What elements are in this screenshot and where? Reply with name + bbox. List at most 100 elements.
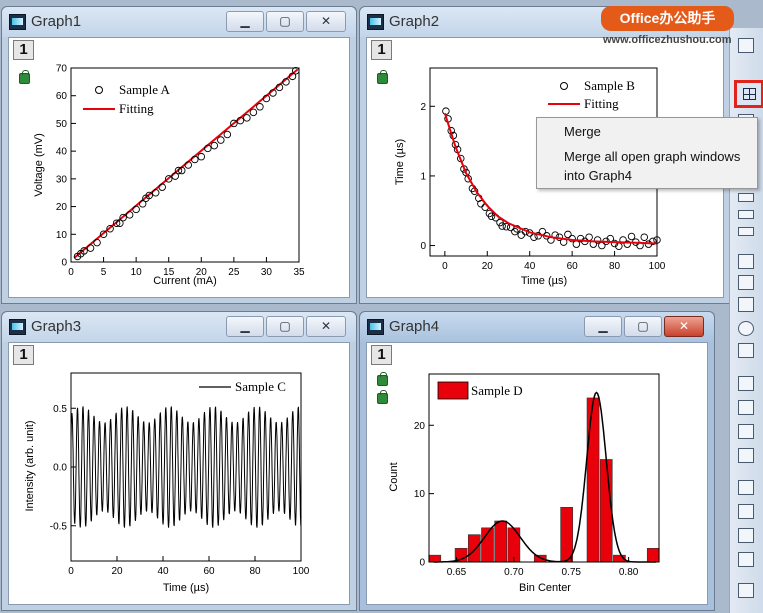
signal-line bbox=[70, 406, 302, 528]
x-tick-label: 25 bbox=[228, 267, 240, 278]
menu-item-description: Merge all open graph windows bbox=[564, 149, 741, 164]
legend: Sample A Fitting bbox=[83, 82, 171, 116]
y-tick-label: 30 bbox=[56, 174, 68, 185]
layer-indicator[interactable]: 1 bbox=[13, 345, 34, 365]
maximize-button[interactable]: ▢ bbox=[266, 11, 304, 32]
titlebar-graph1[interactable]: Graph1 ▁ ▢ ✕ bbox=[2, 7, 356, 37]
toolbar-tool-icon[interactable] bbox=[738, 528, 754, 543]
toolbar-tool-icon[interactable] bbox=[738, 376, 754, 391]
toolbar-tool-icon[interactable] bbox=[738, 480, 754, 495]
data-point bbox=[623, 240, 632, 248]
data-point bbox=[230, 119, 238, 128]
data-point bbox=[593, 236, 602, 244]
window-graph3[interactable]: Graph3 ▁ ▢ ✕ 1 0 20 40 60 80 100 -0.5 0.0 0.5 Ti… bbox=[1, 311, 357, 611]
menu-item-merge[interactable]: Merge bbox=[564, 124, 601, 139]
y-axis-label: Voltage (mV) bbox=[33, 133, 45, 197]
legend-label-sample-c: Sample C bbox=[235, 379, 286, 394]
plot-graph1[interactable]: 0 5 10 15 20 25 30 35 0 10 20 30 40 50 60 70 Current (m… bbox=[9, 38, 351, 300]
lock-icon[interactable] bbox=[377, 372, 388, 386]
close-button[interactable]: ✕ bbox=[664, 316, 704, 337]
toolbar-tool-icon[interactable] bbox=[738, 210, 754, 219]
toolbar-tool-icon[interactable] bbox=[738, 275, 754, 290]
x-tick-label: 0.80 bbox=[619, 567, 639, 578]
data-point bbox=[530, 233, 538, 241]
table-icon[interactable] bbox=[738, 343, 754, 358]
close-icon: ✕ bbox=[320, 319, 332, 333]
graph-toolbar bbox=[729, 28, 763, 613]
data-point bbox=[132, 205, 140, 214]
data-point bbox=[649, 237, 657, 246]
maximize-button[interactable]: ▢ bbox=[266, 316, 304, 337]
maximize-icon: ▢ bbox=[279, 14, 291, 28]
toolbar-tool-icon[interactable] bbox=[738, 38, 754, 53]
toolbar-tool-icon[interactable] bbox=[738, 583, 754, 598]
lock-icon[interactable] bbox=[377, 70, 388, 84]
lock-icon[interactable] bbox=[19, 70, 30, 84]
toolbar-tool-icon[interactable] bbox=[738, 552, 754, 567]
x-axis-label: Current (mA) bbox=[153, 275, 217, 287]
graph-page[interactable]: 1 0 20 40 60 80 100 -0.5 0.0 0.5 Time (µs) Inten… bbox=[8, 342, 350, 605]
plot-graph4[interactable]: 0.65 0.70 0.75 0.80 0 10 20 Bin Center Count S… bbox=[367, 343, 709, 607]
close-button[interactable]: ✕ bbox=[306, 11, 346, 32]
data-point bbox=[275, 83, 284, 92]
legend-label-sample-a: Sample A bbox=[119, 82, 171, 97]
titlebar-graph4[interactable]: Graph4 ▁ ▢ ✕ bbox=[360, 312, 714, 342]
plot-graph2[interactable]: 0 20 40 60 80 100 0 1 2 Time (µs) Time (µs) Samp… bbox=[367, 38, 725, 300]
toolbar-tool-icon[interactable] bbox=[738, 504, 754, 519]
toolbar-tool-icon[interactable] bbox=[738, 400, 754, 415]
histogram-bar bbox=[646, 548, 660, 563]
legend: Sample B Fitting bbox=[548, 78, 635, 111]
x-tick-label: 15 bbox=[163, 267, 175, 278]
toolbar-tool-icon[interactable] bbox=[738, 297, 754, 312]
merge-tooltip: Merge Merge all open graph windows into … bbox=[536, 117, 758, 189]
legend: Sample C bbox=[199, 379, 286, 394]
window-title: Graph2 bbox=[389, 13, 440, 30]
merge-graphs-button[interactable] bbox=[734, 80, 763, 108]
histogram-bar bbox=[586, 397, 600, 563]
y-tick-label: 50 bbox=[56, 119, 68, 130]
graph-page[interactable]: 1 0.65 0.70 0.75 0.80 0 10 20 Bin Center Count… bbox=[366, 342, 708, 605]
toolbar-tool-icon[interactable] bbox=[738, 424, 754, 439]
toolbar-tool-icon[interactable] bbox=[738, 193, 754, 202]
layer-indicator[interactable]: 1 bbox=[371, 345, 392, 365]
toolbar-tool-icon[interactable] bbox=[738, 254, 754, 269]
toolbar-tool-icon[interactable] bbox=[738, 227, 754, 236]
legend-label-sample-d: Sample D bbox=[471, 383, 523, 398]
close-button[interactable]: ✕ bbox=[306, 316, 346, 337]
clock-icon[interactable] bbox=[738, 321, 754, 336]
y-axis-label: Time (µs) bbox=[394, 139, 406, 185]
minimize-button[interactable]: ▁ bbox=[226, 316, 264, 337]
watermark-url: www.officezhushou.com bbox=[603, 34, 732, 46]
maximize-button[interactable]: ▢ bbox=[624, 316, 662, 337]
data-point bbox=[517, 231, 525, 239]
plot-graph3[interactable]: 0 20 40 60 80 100 -0.5 0.0 0.5 Time (µs) Intensi… bbox=[9, 343, 351, 607]
layer-indicator[interactable]: 1 bbox=[13, 40, 34, 60]
minimize-icon: ▁ bbox=[240, 319, 250, 333]
titlebar-graph3[interactable]: Graph3 ▁ ▢ ✕ bbox=[2, 312, 356, 342]
x-tick-label: 80 bbox=[609, 261, 621, 272]
window-graph1[interactable]: Graph1 ▁ ▢ ✕ 1 0 5 10 15 20 25 30 35 0 10 20 30 40 50… bbox=[1, 6, 357, 304]
x-tick-label: 100 bbox=[649, 261, 666, 272]
data-point bbox=[112, 219, 121, 227]
y-tick-label: 0.0 bbox=[53, 463, 67, 474]
fit-line bbox=[73, 68, 299, 259]
data-point bbox=[184, 161, 193, 169]
x-tick-label: 20 bbox=[196, 267, 208, 278]
toolbar-tool-icon[interactable] bbox=[738, 448, 754, 463]
data-point bbox=[204, 144, 212, 153]
data-point bbox=[262, 94, 271, 103]
x-tick-label: 20 bbox=[482, 261, 494, 272]
graph-page[interactable]: 1 0 5 10 15 20 25 30 35 0 10 20 30 40 50 60 70 Current … bbox=[8, 37, 350, 298]
minimize-button[interactable]: ▁ bbox=[584, 316, 622, 337]
data-point bbox=[125, 211, 134, 219]
minimize-button[interactable]: ▁ bbox=[226, 11, 264, 32]
x-tick-label: 35 bbox=[293, 267, 305, 278]
data-point bbox=[93, 238, 101, 247]
x-tick-label: 0 bbox=[442, 261, 448, 272]
data-point bbox=[598, 241, 606, 250]
window-graph4[interactable]: Graph4 ▁ ▢ ✕ 1 0.65 0.70 0.75 0.80 0 10 20 Bin… bbox=[359, 311, 715, 611]
lock-icon[interactable] bbox=[377, 390, 388, 404]
layer-indicator[interactable]: 1 bbox=[371, 40, 392, 60]
x-axis-label: Time (µs) bbox=[521, 275, 567, 287]
x-tick-label: 20 bbox=[111, 566, 123, 577]
